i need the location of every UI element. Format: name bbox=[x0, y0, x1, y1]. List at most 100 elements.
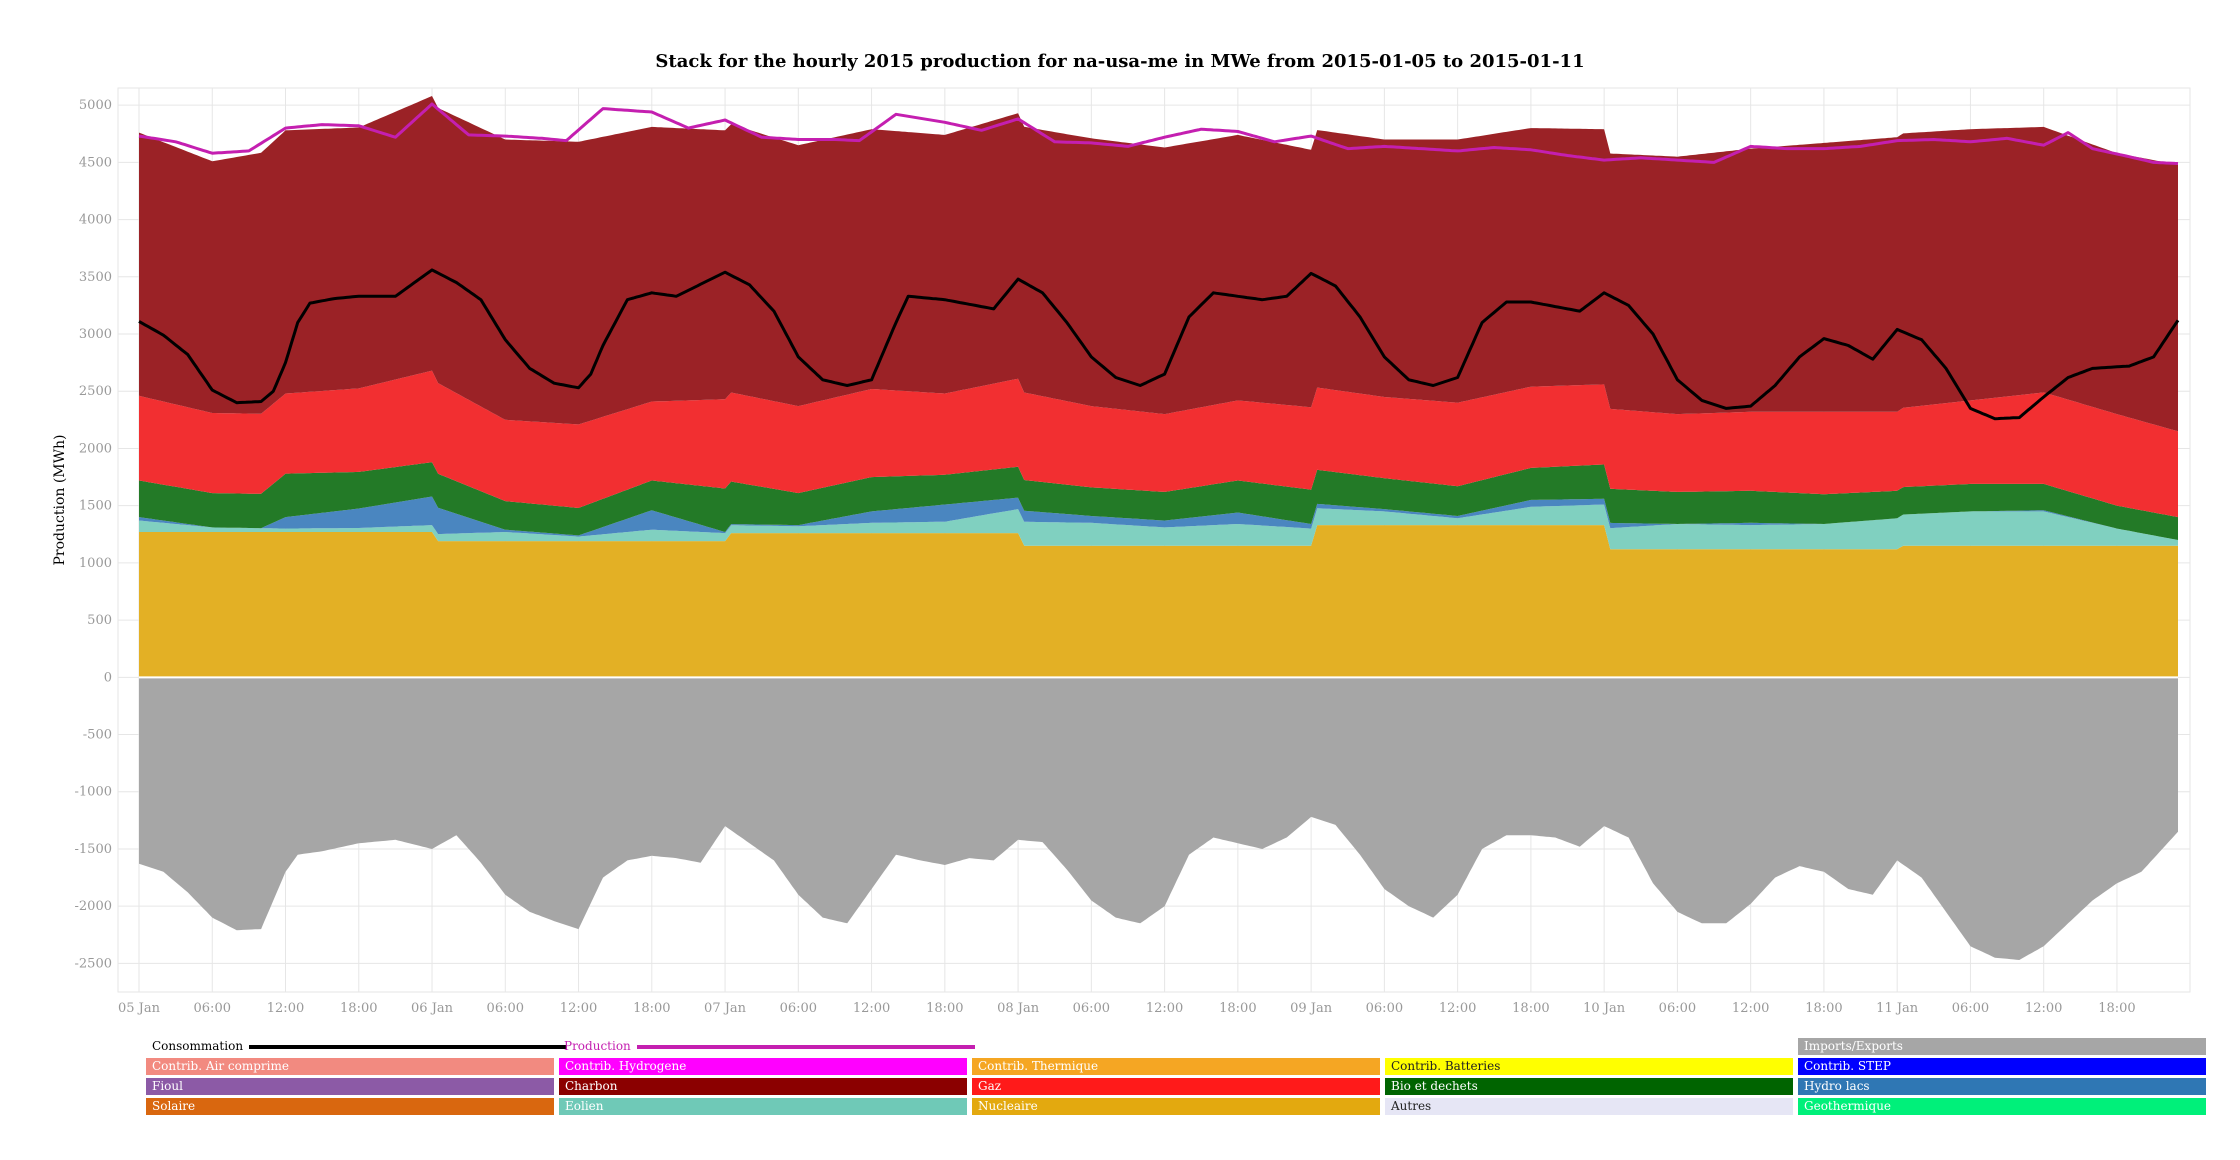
x-tick-label: 06:00 bbox=[1073, 1001, 1110, 1016]
x-tick-label: 10 Jan bbox=[1583, 1001, 1626, 1016]
legend-consumption-label: Consommation bbox=[152, 1039, 244, 1053]
legend-item-geothermique[interactable]: Geothermique bbox=[1798, 1098, 2206, 1115]
y-tick-label: -2500 bbox=[75, 956, 112, 971]
legend-item-contrib-air-comprime[interactable]: Contrib. Air comprime bbox=[146, 1058, 554, 1075]
x-tick-label: 12:00 bbox=[1439, 1001, 1476, 1016]
y-tick-label: -2000 bbox=[75, 899, 112, 914]
production-stack-chart: Stack for the hourly 2015 production for… bbox=[52, 51, 2191, 1016]
legend-item-contrib-batteries[interactable]: Contrib. Batteries bbox=[1385, 1058, 1793, 1075]
production-line bbox=[138, 102, 2179, 165]
x-tick-label: 06:00 bbox=[194, 1001, 231, 1016]
x-tick-label: 06 Jan bbox=[411, 1001, 454, 1016]
legend-item-label: Charbon bbox=[565, 1079, 618, 1093]
x-tick-label: 06:00 bbox=[1366, 1001, 1403, 1016]
area-gaz bbox=[139, 370, 2178, 518]
y-tick-label: -1500 bbox=[75, 842, 112, 857]
y-tick-label: 2000 bbox=[79, 441, 112, 456]
legend-item-label: Autres bbox=[1391, 1099, 1432, 1113]
legend-imports-exports-label: Imports/Exports bbox=[1804, 1039, 1903, 1053]
y-tick-label: 1000 bbox=[79, 556, 112, 571]
area-hydro-lacs bbox=[139, 496, 2178, 540]
x-tick-label: 08 Jan bbox=[997, 1001, 1040, 1016]
legend-production-swatch bbox=[636, 1044, 975, 1049]
legend-item-contrib-hydrogene[interactable]: Contrib. Hydrogene bbox=[559, 1058, 967, 1075]
stacked-areas bbox=[139, 96, 2178, 960]
x-tick-label: 18:00 bbox=[340, 1001, 377, 1016]
legend-consumption-swatch bbox=[249, 1044, 568, 1049]
legend-production-label: Production bbox=[564, 1039, 631, 1053]
area-nucleaire bbox=[139, 525, 2178, 678]
x-tick-label: 18:00 bbox=[2098, 1001, 2135, 1016]
area-imports-exports bbox=[139, 677, 2178, 960]
y-tick-label: 3000 bbox=[79, 327, 112, 342]
legend-item-charbon[interactable]: Charbon bbox=[559, 1078, 967, 1095]
legend-item-label: Bio et dechets bbox=[1391, 1079, 1478, 1093]
x-tick-label: 12:00 bbox=[2025, 1001, 2062, 1016]
legend-production[interactable]: Production bbox=[564, 1038, 975, 1055]
area-charbon bbox=[139, 96, 2178, 432]
legend-item-gaz[interactable]: Gaz bbox=[972, 1078, 1380, 1095]
legend-item-fioul[interactable]: Fioul bbox=[146, 1078, 554, 1095]
y-axis-ticks: -2500 -2000 -1500 -1000 -500 0 500 1000 1500 2000… bbox=[75, 98, 112, 971]
legend-item-autres[interactable]: Autres bbox=[1385, 1098, 1793, 1115]
y-tick-label: 2500 bbox=[79, 384, 112, 399]
x-tick-label: 09 Jan bbox=[1290, 1001, 1333, 1016]
y-tick-label: 500 bbox=[87, 613, 112, 628]
legend-item-label: Geothermique bbox=[1804, 1099, 1892, 1113]
x-tick-label: 06:00 bbox=[1952, 1001, 1989, 1016]
plot-frame bbox=[117, 87, 2191, 993]
legend-item-label: Hydro lacs bbox=[1804, 1079, 1870, 1093]
legend-item-bio-et-dechets[interactable]: Bio et dechets bbox=[1385, 1078, 1793, 1095]
x-tick-label: 05 Jan bbox=[118, 1001, 161, 1016]
y-tick-label: 4500 bbox=[79, 155, 112, 170]
x-tick-label: 18:00 bbox=[1805, 1001, 1842, 1016]
legend-item-contrib-thermique[interactable]: Contrib. Thermique bbox=[972, 1058, 1380, 1075]
legend-item-label: Solaire bbox=[152, 1099, 196, 1113]
legend-imports-exports[interactable]: Imports/Exports bbox=[1798, 1038, 2206, 1055]
x-tick-label: 11 Jan bbox=[1876, 1001, 1919, 1016]
legend-item-contrib-step[interactable]: Contrib. STEP bbox=[1798, 1058, 2206, 1075]
legend-item-label: Contrib. STEP bbox=[1804, 1059, 1891, 1073]
legend-item-eolien[interactable]: Eolien bbox=[559, 1098, 967, 1115]
x-axis-ticks: 05 Jan 06:00 12:00 18:00 06 Jan 06:00 12:00 18:… bbox=[118, 1001, 2136, 1016]
legend-item-label: Nucleaire bbox=[978, 1099, 1038, 1113]
chart-title: Stack for the hourly 2015 production for… bbox=[655, 51, 1584, 72]
legend-item-label: Contrib. Batteries bbox=[1391, 1059, 1501, 1073]
y-tick-label: 1500 bbox=[79, 499, 112, 514]
x-tick-label: 12:00 bbox=[1146, 1001, 1183, 1016]
legend-item-nucleaire[interactable]: Nucleaire bbox=[972, 1098, 1380, 1115]
area-bio-et-dechets bbox=[139, 462, 2178, 540]
x-tick-label: 12:00 bbox=[560, 1001, 597, 1016]
legend-item-solaire[interactable]: Solaire bbox=[146, 1098, 554, 1115]
series-lines bbox=[138, 102, 2180, 421]
y-tick-label: 3500 bbox=[79, 270, 112, 285]
legend-item-label: Contrib. Hydrogene bbox=[565, 1059, 687, 1073]
consumption-line bbox=[138, 268, 2180, 421]
legend-item-label: Contrib. Air comprime bbox=[152, 1059, 289, 1073]
x-tick-label: 12:00 bbox=[1732, 1001, 1769, 1016]
x-tick-label: 18:00 bbox=[633, 1001, 670, 1016]
y-tick-label: 4000 bbox=[79, 213, 112, 228]
x-tick-label: 12:00 bbox=[853, 1001, 890, 1016]
legend-item-hydro-lacs[interactable]: Hydro lacs bbox=[1798, 1078, 2206, 1095]
area-eolien bbox=[139, 504, 2178, 550]
legend-item-label: Gaz bbox=[978, 1079, 1002, 1093]
y-axis-label: Production (MWh) bbox=[52, 434, 68, 565]
x-tick-label: 12:00 bbox=[267, 1001, 304, 1016]
legend-consumption[interactable]: Consommation bbox=[152, 1038, 568, 1055]
x-tick-label: 18:00 bbox=[1219, 1001, 1256, 1016]
x-tick-label: 07 Jan bbox=[704, 1001, 747, 1016]
legend-item-label: Eolien bbox=[565, 1099, 604, 1113]
y-tick-label: 5000 bbox=[79, 98, 112, 113]
legend: Consommation Production Imports/Exports … bbox=[146, 1038, 2206, 1148]
x-tick-label: 06:00 bbox=[487, 1001, 524, 1016]
legend-item-label: Contrib. Thermique bbox=[978, 1059, 1099, 1073]
x-tick-label: 18:00 bbox=[926, 1001, 963, 1016]
x-tick-label: 18:00 bbox=[1512, 1001, 1549, 1016]
y-tick-label: -1000 bbox=[75, 785, 112, 800]
x-tick-label: 06:00 bbox=[1659, 1001, 1696, 1016]
x-tick-label: 06:00 bbox=[780, 1001, 817, 1016]
legend-item-label: Fioul bbox=[152, 1079, 183, 1093]
y-tick-label: 0 bbox=[104, 670, 112, 685]
y-tick-label: -500 bbox=[83, 728, 112, 743]
